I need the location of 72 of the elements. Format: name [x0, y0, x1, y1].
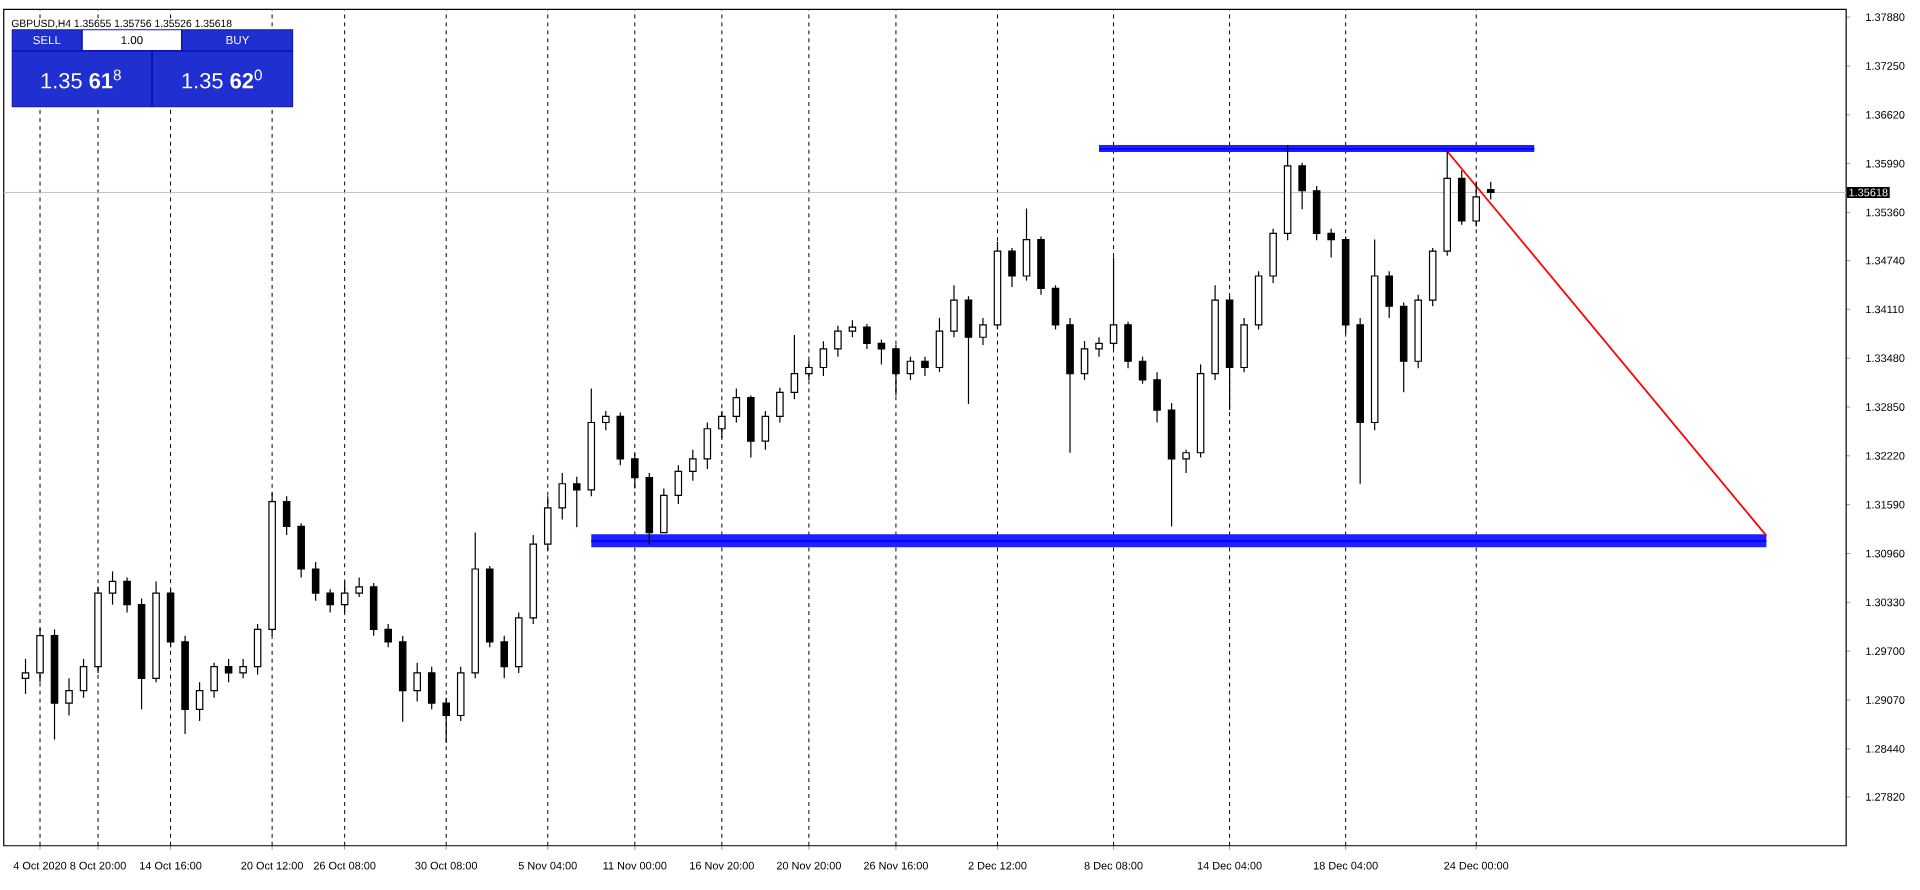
- candlestick: [863, 323, 871, 350]
- candlestick: [1138, 356, 1147, 385]
- candlestick: [123, 577, 131, 614]
- y-tick-label: 1.32220: [1866, 452, 1905, 460]
- candlestick: [1095, 336, 1103, 358]
- annotation: 1.35 61$^{8}$: [41, 69, 121, 89]
- candlestick: [195, 681, 204, 722]
- candlestick: [790, 334, 799, 401]
- x-tick-label: 14 Oct 16:00: [140, 861, 202, 870]
- x-tick-label: 5 Nov 04:00: [518, 861, 577, 870]
- x-tick-label: 18 Dec 04:00: [1313, 861, 1378, 870]
- x-tick-label: 26 Oct 08:00: [313, 861, 376, 870]
- y-tick-label: 1.37250: [1866, 62, 1905, 71]
- candlestick: [239, 658, 247, 680]
- y-tick-label: 1.34110: [1866, 305, 1904, 314]
- x-tick-label: 8 Dec 08:00: [1084, 861, 1143, 870]
- candlestick: [718, 410, 726, 439]
- annotation: 1.00: [121, 36, 143, 45]
- candlestick: [340, 580, 349, 614]
- y-tick-label: 1.35360: [1866, 208, 1905, 217]
- x-tick-label: 14 Dec 04:00: [1197, 861, 1262, 870]
- x-tick-label: 30 Oct 08:00: [415, 861, 478, 870]
- y-tick-label: 1.37880: [1866, 13, 1905, 22]
- candlestick: [384, 623, 392, 649]
- candlestick: [979, 317, 987, 346]
- x-tick-label: 24 Dec 00:00: [1444, 861, 1509, 870]
- x-tick-label: 4 Oct 2020: [13, 861, 67, 870]
- annotation: SELL: [33, 36, 61, 45]
- candlestick: [65, 677, 73, 717]
- candlestick: [631, 453, 639, 490]
- candlestick: [413, 662, 421, 703]
- candlestick: [834, 325, 842, 358]
- x-tick-label: 2 Dec 12:00: [968, 861, 1027, 870]
- x-tick-label: 16 Nov 20:00: [690, 861, 754, 870]
- y-tick-label: 1.35990: [1866, 159, 1905, 168]
- candlestick: [442, 697, 450, 744]
- y-tick-label: 1.28440: [1866, 745, 1905, 753]
- candlestick: [732, 387, 741, 424]
- y-tick-label: 1.34740: [1866, 256, 1905, 265]
- annotation: 1.35 62$^{0}$: [182, 69, 262, 89]
- candlestick: [689, 449, 697, 482]
- annotation: BUY: [226, 36, 250, 45]
- x-tick-label: 26 Nov 16:00: [863, 861, 928, 870]
- candlestick: [108, 570, 117, 606]
- y-tick-label: 1.27820: [1866, 793, 1905, 801]
- y-tick-label: 1.30330: [1866, 598, 1905, 607]
- y-tick-label: 1.32850: [1866, 403, 1905, 412]
- x-tick-label: 20 Oct 12:00: [241, 861, 303, 870]
- x-tick-label: 11 Nov 00:00: [603, 861, 667, 870]
- candlestick: [355, 577, 363, 598]
- y-tick-label: 1.31590: [1866, 501, 1905, 509]
- y-tick-label: 1.29070: [1866, 696, 1905, 705]
- candlestick: [573, 476, 581, 528]
- candlestick: [224, 658, 233, 683]
- candlestick: [819, 340, 828, 377]
- y-tick-label: 1.33480: [1866, 354, 1905, 363]
- text: GBPUSD,H4 1.35655 1.35756 1.35526 1.35618: [11, 19, 232, 29]
- candlestick: [602, 410, 610, 432]
- candlestick: [326, 588, 334, 614]
- candlestick: [1182, 449, 1190, 474]
- y-tick-label: 1.30960: [1866, 549, 1905, 558]
- x-tick-label: 8 Oct 20:00: [70, 861, 126, 870]
- candlestick: [805, 360, 813, 381]
- candlestick: [921, 356, 929, 377]
- candlestick: [21, 658, 30, 695]
- ref-line-label: 1.35618: [1849, 188, 1888, 197]
- y-tick-label: 1.36620: [1866, 111, 1905, 119]
- x-tick-label: 20 Nov 20:00: [776, 861, 841, 870]
- y-tick-label: 1.29700: [1866, 647, 1905, 656]
- candlestick: [877, 339, 886, 366]
- candlestick: [1109, 256, 1118, 350]
- candlestick: [1327, 228, 1335, 259]
